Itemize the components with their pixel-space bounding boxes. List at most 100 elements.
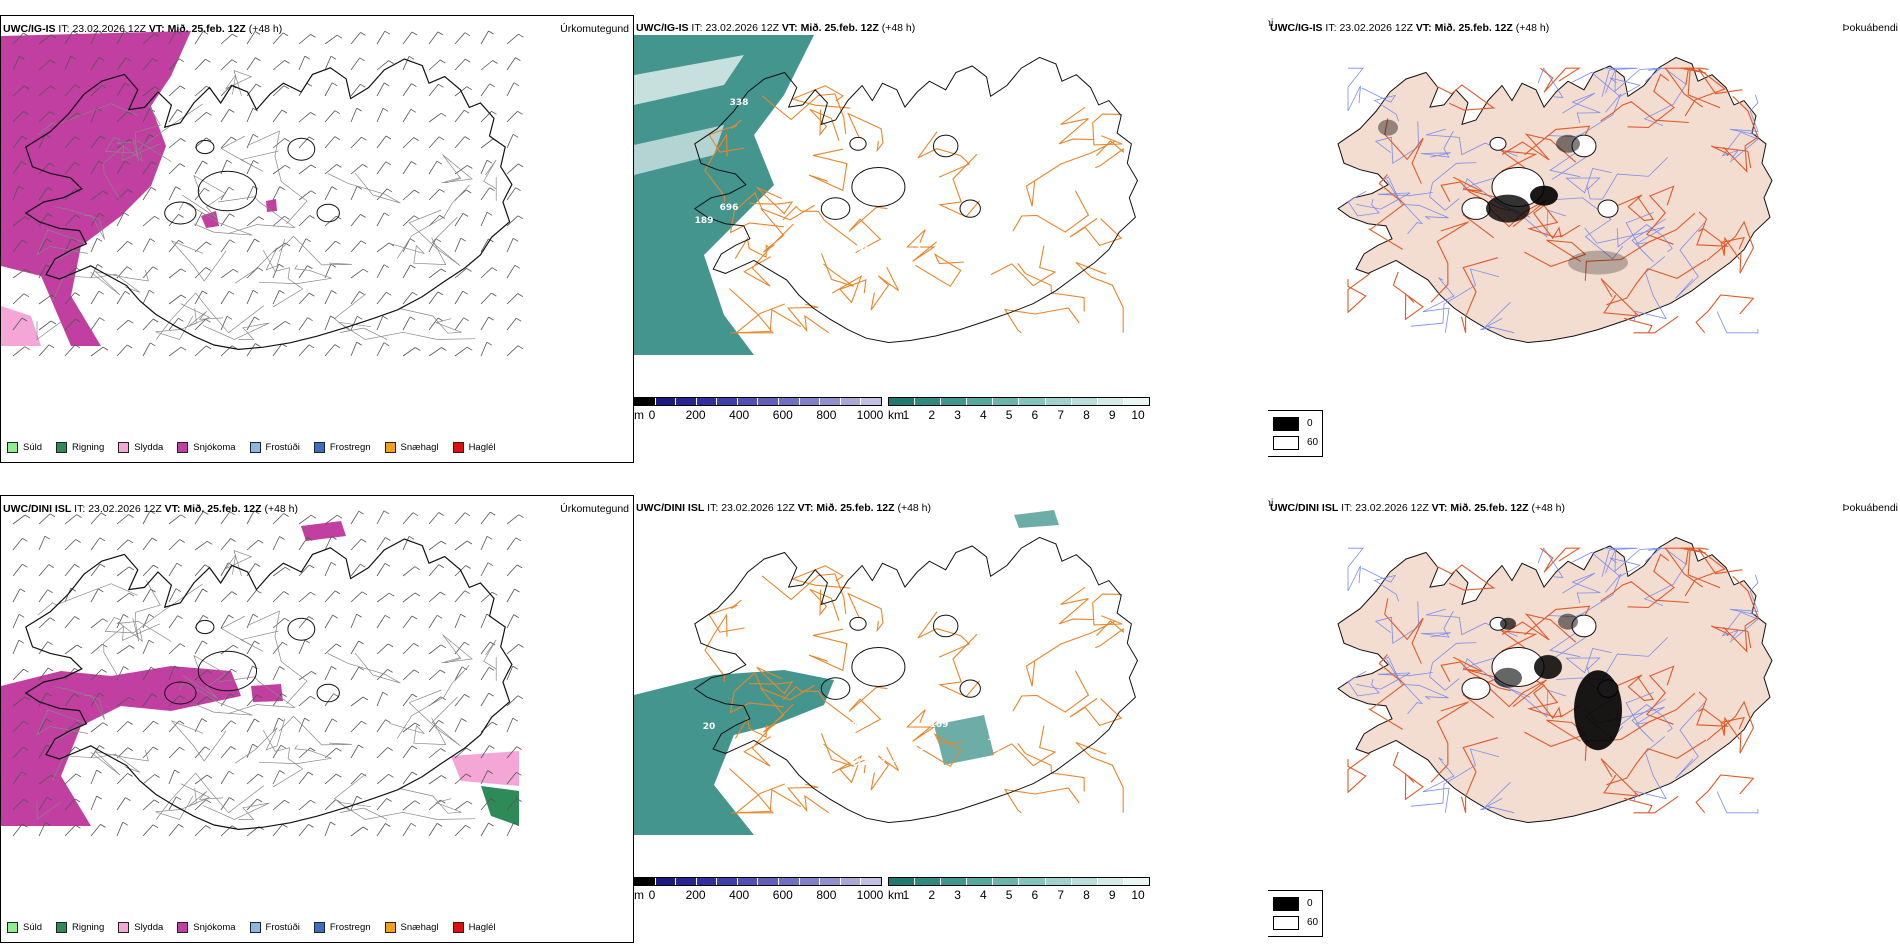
wind-barb-flag [362,826,369,831]
wind-barb-flag [336,34,343,39]
wind-barb-flag [44,535,51,540]
precip-legend-label: Frostúði [265,441,300,453]
road-line [1410,748,1500,807]
wind-barb [272,109,283,123]
wind-barb-flag [202,588,208,593]
wind-barb-flag [204,187,210,192]
visibility-value-label: 671 [850,758,869,768]
colorbar-tick: 1 [902,888,910,902]
wind-barb-flag [279,290,285,294]
colorbar-segment [1097,878,1124,885]
wind-barb-flag [47,641,53,646]
wind-barb-flag [334,110,341,115]
wind-barb [376,669,388,681]
fog-index-title: Þokuábendi [1842,502,1898,514]
wind-barb [142,666,152,681]
wind-barb [168,240,179,253]
road-line [1720,236,1745,260]
wind-barb-flag [414,592,421,597]
wind-barb-flag [178,824,184,828]
model-name: UWC/DINI ISL [3,503,72,515]
wind-barb-flag [307,537,313,541]
elevation-colorbar [634,397,882,406]
road-line [1092,593,1123,626]
visibility-title: Skyggni [1268,17,1274,29]
road-line [249,130,308,225]
wind-barb-flag [151,537,158,542]
wind-barb-flag [205,267,211,271]
wind-barb-flag [253,510,260,515]
colorbar-unit: m [634,888,644,902]
wind-barb [324,643,337,655]
wind-barb-flag [489,745,495,749]
wind-barb [376,342,385,357]
wind-barb [402,771,413,785]
road-line [155,292,264,340]
wind-barb-flag [47,187,53,191]
wind-barb-flag [488,692,494,697]
colorbar-segment [915,398,942,405]
precip-legend-item: Frostregn [313,921,371,933]
lead-time: (+48 h) [248,23,283,35]
precip-legend-label: Haglél [468,441,496,453]
wind-barb-flag [466,800,473,805]
colorbar-segment [779,878,800,885]
wind-barb-flag [387,643,394,648]
wind-barb [142,614,150,629]
wind-barb-flag [306,82,312,87]
wind-barb-flag [387,747,393,751]
road-line [1664,67,1721,109]
colorbar-segment [840,878,862,885]
wind-barb-flag [102,643,108,648]
road-line [1600,101,1689,124]
wind-barb-flag [492,591,498,596]
it-label: IT: [691,22,703,34]
wind-barb [272,536,280,551]
wind-barb-flag [311,671,317,675]
colorbar-tick: 5 [1005,888,1013,902]
road-line [1625,692,1666,743]
wind-barb [246,31,256,45]
iceland-coastline [693,56,1139,344]
fog-index-blob [1574,670,1622,751]
wind-barb-flag [123,614,129,618]
wind-barb-flag [486,211,493,216]
wind-barb-flag [202,30,209,35]
colorbar-segment [967,878,994,885]
road-line [1584,212,1696,281]
wind-barb [246,267,259,279]
wind-barb [376,615,386,629]
wind-barb-flag [308,136,315,141]
wind-barb [168,85,181,97]
visibility-panel: 338 514 912 696 189 71 244 46 27 1 UWC/IG-IS IT: … [634,15,1268,463]
wind-barb-flag [72,30,79,35]
fog-key-label-0: 0 [1307,898,1313,909]
wind-barb-flag [356,185,363,190]
wind-barb-flag [517,110,523,115]
wind-barb-flag [518,644,524,648]
wind-barb [272,591,285,603]
wind-barb [480,60,493,71]
wind-barb-flag [252,107,259,112]
road-line [1696,691,1729,727]
road-line [1675,702,1705,779]
road-line [734,236,770,259]
wind-barb [194,799,207,811]
wind-barb [168,214,179,227]
colorbar-segment [717,878,738,885]
wind-barb [64,798,76,811]
wind-barb-flag [465,58,471,63]
wind-barb [220,538,231,551]
wind-barb-flag [437,317,444,322]
road-line [938,153,980,218]
wind-barb [90,30,98,45]
road-line [1430,221,1469,303]
wind-barb [90,722,104,733]
precip-legend-item: Frostúði [249,921,300,933]
wind-barb [246,640,255,655]
wind-barb [38,564,50,577]
wind-barb [324,164,337,175]
wind-barb-flag [464,590,471,595]
wind-barb [64,84,76,97]
wind-barb-flag [126,266,133,271]
